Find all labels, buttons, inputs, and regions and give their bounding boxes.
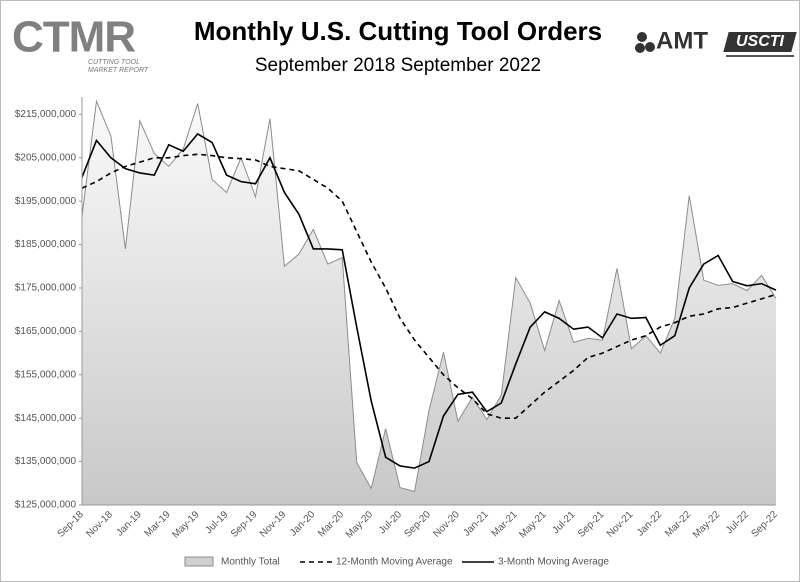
logo-uscti: USCTI — [736, 33, 785, 50]
chart-title: Monthly U.S. Cutting Tool Orders — [194, 16, 602, 46]
area — [82, 101, 776, 505]
legend-swatch — [184, 556, 214, 567]
area-outline — [81, 99, 777, 493]
logo-uscti-box — [723, 32, 797, 52]
line — [81, 132, 777, 469]
logo-ctmr-sub: MARKET REPORT — [88, 67, 149, 74]
chart-subtitle: September 2018 September 2022 — [255, 55, 541, 76]
y-tick-label: $215,000,000 — [15, 109, 77, 120]
logo-ctmr-sub: CUTTING TOOL — [88, 59, 140, 66]
y-tick-label: $195,000,000 — [15, 196, 77, 207]
y-tick-label: $185,000,000 — [15, 239, 77, 250]
legend-label: Monthly Total — [221, 557, 280, 568]
legend-label: 12-Month Moving Average — [336, 557, 453, 568]
y-tick-label: $135,000,000 — [15, 456, 77, 467]
line — [81, 153, 777, 419]
y-tick-label: $145,000,000 — [15, 413, 77, 424]
y-tick-label: $125,000,000 — [15, 500, 77, 511]
y-tick-label: $165,000,000 — [15, 326, 77, 337]
legend-label: 3-Month Moving Average — [498, 557, 609, 568]
y-tick-label: $205,000,000 — [15, 152, 77, 163]
logo-ctmr: CTMR — [12, 13, 135, 62]
logo-amt: AMT — [656, 27, 708, 54]
y-tick-label: $155,000,000 — [15, 369, 77, 380]
logo-amt-icon — [635, 32, 655, 53]
y-tick-label: $175,000,000 — [15, 283, 77, 294]
